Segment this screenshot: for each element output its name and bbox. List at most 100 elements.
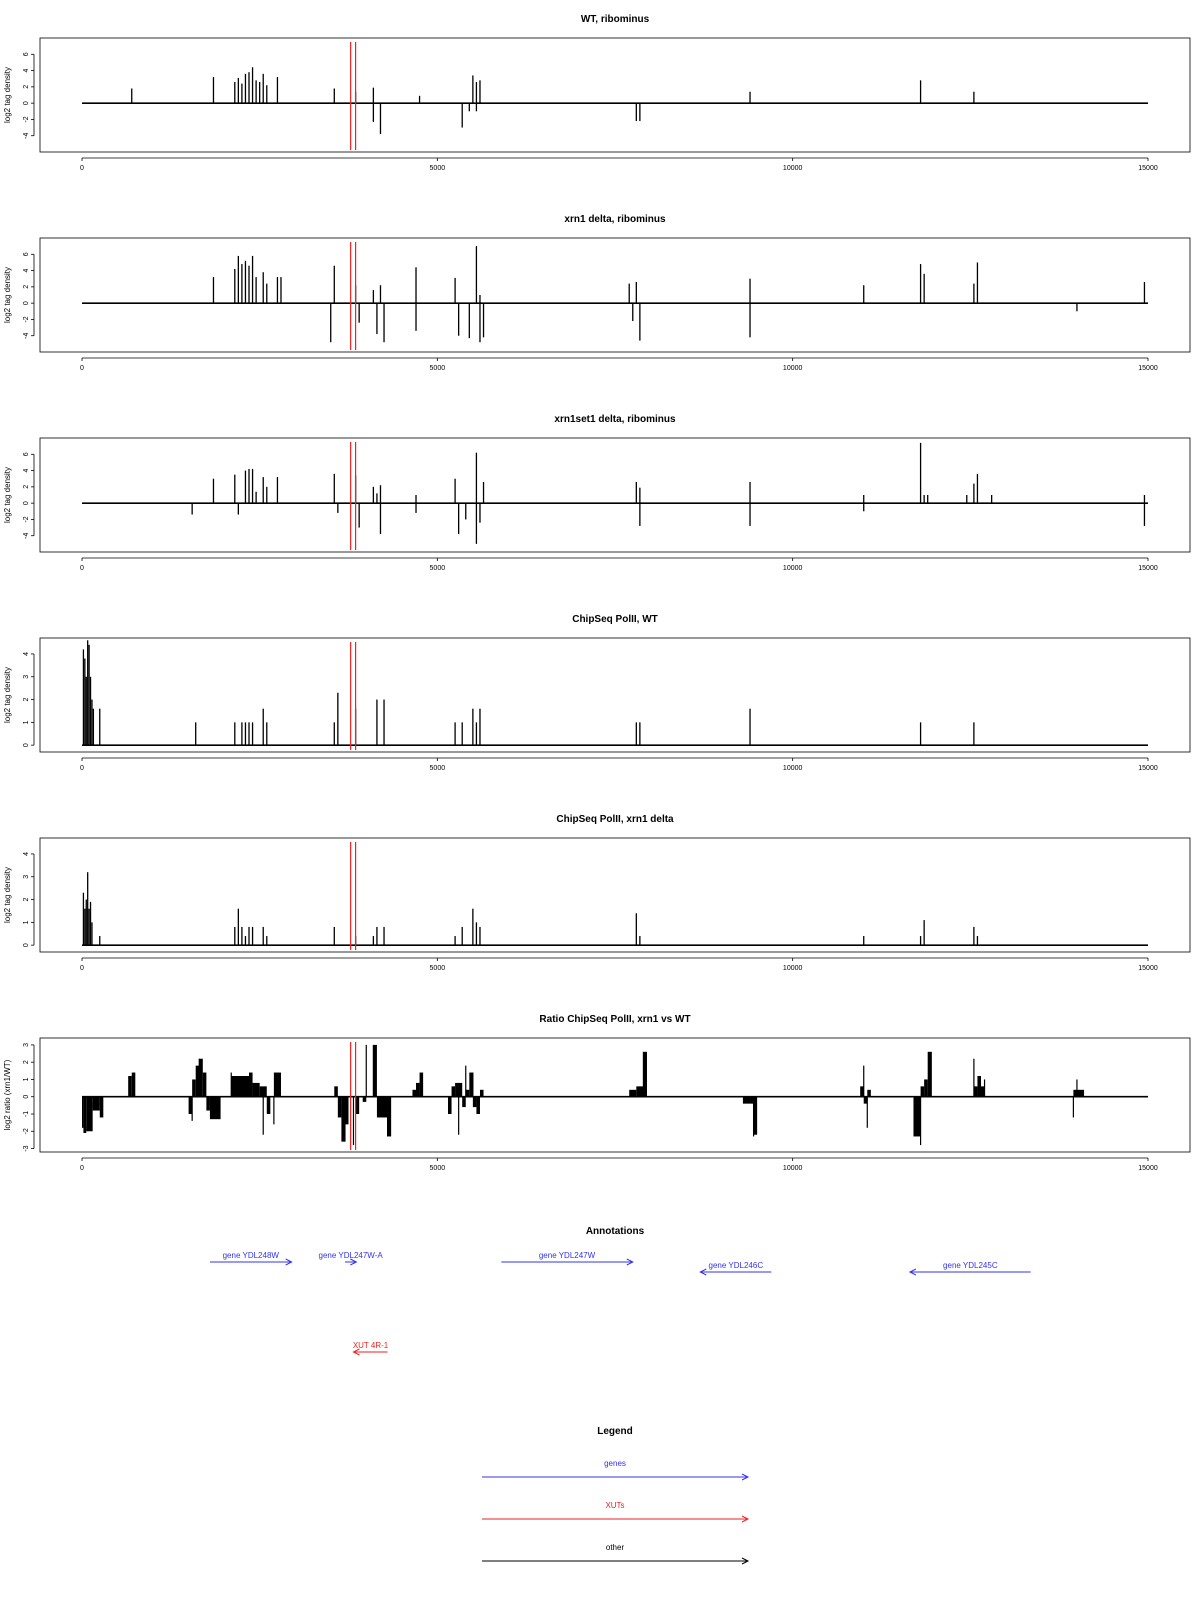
feature-gene-ydl245c: gene YDL245C	[908, 1261, 1031, 1276]
arrowhead-icon	[741, 1473, 750, 1481]
x-tick-label: 15000	[1138, 765, 1158, 772]
data-segment	[195, 1065, 200, 1097]
feature-label: gene YDL245C	[943, 1261, 998, 1270]
y-axis-label: log2 tag density	[3, 867, 12, 923]
y-tick-label: -4	[23, 133, 30, 139]
plot-box	[39, 637, 1191, 753]
panel-title: ChipSeq PolII, xrn1 delta	[556, 814, 674, 825]
feature-gene-ydl247w: gene YDL247W	[501, 1251, 634, 1266]
arrowhead-icon	[908, 1268, 917, 1276]
data-segment	[472, 1096, 477, 1108]
data-segment	[355, 1096, 360, 1114]
y-tick-label: -2	[23, 516, 30, 522]
x-tick-label: 5000	[430, 165, 446, 172]
data-segment	[206, 1096, 210, 1111]
data-segment	[980, 1086, 985, 1097]
y-tick-label: -2	[23, 116, 30, 122]
data-segment	[742, 1096, 751, 1104]
panel-title: ChipSeq PolII, WT	[572, 614, 658, 625]
arrowhead-icon	[350, 1258, 358, 1266]
feature-gene-ydl246c: gene YDL246C	[699, 1261, 772, 1276]
y-tick-label: -4	[23, 333, 30, 339]
feature-label: XUT 4R-1	[353, 1341, 389, 1350]
arrowhead-icon	[285, 1258, 293, 1266]
data-segment	[99, 1096, 104, 1118]
y-axis-label: log2 tag density	[3, 667, 12, 723]
y-tick-label: 3	[23, 675, 30, 679]
data-segment	[82, 1096, 84, 1128]
y-tick-label: 3	[23, 875, 30, 879]
feature-gene-ydl248w: gene YDL248W	[209, 1251, 293, 1266]
x-tick-label: 0	[80, 165, 84, 172]
panel-title: xrn1set1 delta, ribominus	[554, 414, 676, 425]
panel-title: WT, ribominus	[581, 14, 650, 25]
panel-5: ChipSeq PolII, xrn1 delta 0 1 2 3 4 log2 tag d…	[3, 814, 1191, 972]
y-tick-label: 6	[23, 452, 30, 456]
data-segment	[750, 1096, 754, 1104]
feature-gene-ydl247w-a: gene YDL247W-A	[319, 1251, 384, 1266]
data-segment	[479, 1089, 484, 1097]
x-tick-label: 0	[80, 365, 84, 372]
y-tick-label: -4	[23, 533, 30, 539]
data-segment	[1073, 1089, 1077, 1097]
data-segment	[266, 1096, 271, 1114]
y-tick-label: 1	[23, 920, 30, 924]
feature-label: gene YDL247W	[539, 1251, 596, 1260]
panel-title: Legend	[597, 1426, 633, 1437]
data-segment	[341, 1096, 345, 1142]
arrowhead-icon	[626, 1258, 634, 1266]
y-axis-label: log2 tag density	[3, 67, 12, 123]
data-segment	[192, 1079, 196, 1097]
data-segment	[188, 1096, 193, 1114]
y-tick-label: 2	[23, 698, 30, 702]
y-tick-label: 1	[23, 1077, 30, 1081]
data-segment	[259, 1086, 267, 1097]
data-segment	[913, 1096, 921, 1137]
x-tick-label: 10000	[783, 365, 803, 372]
x-tick-label: 15000	[1138, 365, 1158, 372]
data-segment	[334, 1086, 338, 1097]
data-segment	[419, 1072, 424, 1097]
data-segment	[387, 1096, 392, 1137]
data-segment	[469, 1072, 473, 1097]
y-tick-label: 6	[23, 252, 30, 256]
panel-title: xrn1 delta, ribominus	[564, 214, 666, 225]
x-tick-label: 15000	[1138, 965, 1158, 972]
y-axis-label: log2 tag density	[3, 467, 12, 523]
data-segment	[920, 1086, 925, 1097]
y-tick-label: 2	[23, 285, 30, 289]
legend-label: XUTs	[605, 1501, 624, 1510]
data-segment	[636, 1086, 644, 1097]
y-tick-label: 4	[23, 469, 30, 473]
arrowhead-icon	[741, 1515, 750, 1523]
panel-4: ChipSeq PolII, WT 0 1 2 3 4 log2 tag density 0 5…	[3, 614, 1191, 772]
data-segment	[249, 1072, 253, 1097]
y-tick-label: 1	[23, 720, 30, 724]
data-segment	[83, 1096, 87, 1133]
panel-3: xrn1set1 delta, ribominus -4 -2 0 2 4 6 log2 ta…	[3, 414, 1191, 572]
plot-box	[39, 237, 1191, 353]
arrowhead-icon	[741, 1557, 750, 1565]
y-tick-label: 4	[23, 269, 30, 273]
data-segment	[629, 1089, 637, 1097]
x-tick-label: 15000	[1138, 165, 1158, 172]
data-segment	[86, 1096, 93, 1132]
data-segment	[344, 1096, 349, 1125]
x-tick-label: 15000	[1138, 1165, 1158, 1172]
y-tick-label: -2	[23, 1128, 30, 1134]
arrowhead-icon	[699, 1268, 707, 1276]
feature-label: gene YDL247W-A	[319, 1251, 384, 1260]
y-tick-label: 0	[23, 501, 30, 505]
x-tick-label: 0	[80, 765, 84, 772]
data-segment	[412, 1089, 417, 1097]
y-tick-label: 4	[23, 652, 30, 656]
y-tick-label: 3	[23, 1043, 30, 1047]
y-tick-label: 2	[23, 1060, 30, 1064]
x-tick-label: 10000	[783, 965, 803, 972]
y-tick-label: 0	[23, 1095, 30, 1099]
y-tick-label: -3	[23, 1145, 30, 1151]
plot-box	[39, 37, 1191, 153]
data-segment	[863, 1096, 868, 1104]
data-segment	[451, 1086, 456, 1097]
panel-title: Annotations	[586, 1226, 645, 1237]
